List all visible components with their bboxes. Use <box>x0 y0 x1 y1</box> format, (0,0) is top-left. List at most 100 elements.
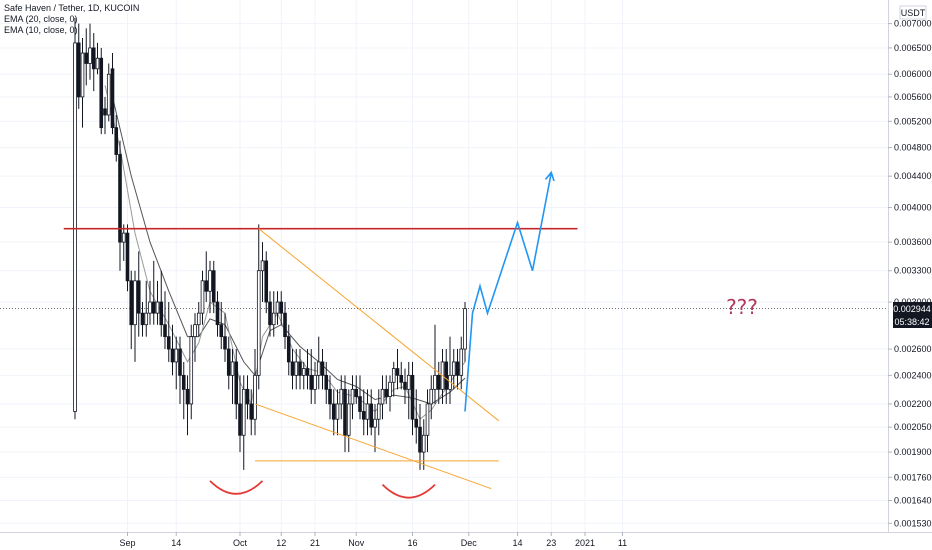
candle-up <box>388 381 392 397</box>
wedge-lower-line[interactable] <box>254 403 492 490</box>
x-tick-label: Sep <box>119 538 135 548</box>
candle-up <box>275 301 280 314</box>
candle-up <box>425 403 430 436</box>
y-tick-label: 0.003300 <box>894 266 932 276</box>
candle-up <box>148 301 152 314</box>
candle-down <box>140 312 145 326</box>
candle-down <box>178 348 182 376</box>
left-bottom-arc[interactable] <box>209 480 264 495</box>
candle-up <box>421 434 426 453</box>
candle-up <box>196 312 201 326</box>
x-tick-label: Nov <box>348 538 365 548</box>
candle-down <box>444 361 449 390</box>
ema-lines <box>104 85 466 420</box>
x-tick-label: Dec <box>461 538 478 548</box>
candle-up <box>73 42 77 412</box>
candle-down <box>163 324 167 338</box>
candle-down <box>268 301 272 326</box>
candle-down <box>151 301 156 314</box>
candle-down <box>159 301 164 326</box>
candle-up <box>189 336 194 405</box>
legend-ema10[interactable]: EMA (10, close, 0) <box>4 25 78 35</box>
candle-down <box>328 388 332 405</box>
x-tick-label: 16 <box>407 538 417 548</box>
chart-legend: Safe Haven / Tether, 1D, KUCOIN EMA (20,… <box>4 3 139 36</box>
candle-down <box>361 411 366 420</box>
price-axis[interactable]: 0.007000 0.006500 0.006000 0.005600 0.005200… <box>888 0 932 532</box>
right-bottom-arc[interactable] <box>381 484 436 499</box>
candle-down <box>181 374 186 390</box>
candle-down <box>118 154 122 243</box>
candle-down <box>358 396 362 412</box>
candle-up <box>391 368 396 383</box>
y-tick-label: 0.006500 <box>894 43 932 53</box>
candle-up <box>459 348 464 376</box>
y-tick-label: 0.002050 <box>894 422 932 432</box>
candle-up <box>121 232 126 243</box>
candle-up <box>365 403 370 420</box>
candle-up <box>271 312 276 326</box>
candle-up <box>95 57 100 70</box>
candle-up <box>316 361 321 376</box>
y-tick-label: 0.001760 <box>894 472 932 482</box>
candle-up <box>200 280 205 314</box>
currency-box <box>899 5 927 20</box>
countdown-text: 05:38:42 <box>894 317 929 327</box>
candle-down <box>455 361 460 376</box>
candle-up <box>463 308 467 350</box>
candle-up <box>133 280 137 326</box>
candle-up <box>373 418 377 428</box>
candle-up <box>230 361 235 376</box>
candle-up <box>208 270 212 292</box>
candle-up <box>339 388 344 405</box>
x-tick-label: 14 <box>512 538 522 548</box>
y-tick-label: 0.006000 <box>894 69 932 79</box>
candle-down <box>309 374 314 390</box>
candle-down <box>170 348 175 363</box>
candle-up <box>241 388 246 436</box>
candle-down <box>76 42 81 98</box>
candle-up <box>376 403 381 420</box>
last-price-badge <box>893 302 932 315</box>
candle-down <box>343 388 347 436</box>
candle-up <box>256 270 261 376</box>
candle-down <box>436 374 441 390</box>
candle-down <box>418 426 422 453</box>
candle-up <box>174 348 179 363</box>
y-tick-label: 0.004000 <box>894 202 932 212</box>
x-tick-label: 11 <box>618 538 627 548</box>
y-tick-label: 0.003600 <box>894 237 932 247</box>
last-price-text: 0.002944 <box>893 304 931 314</box>
legend-symbol[interactable]: Safe Haven / Tether, 1D, KUCOIN <box>4 3 140 13</box>
legend-ema20[interactable]: EMA (20, close, 0) <box>4 14 78 24</box>
time-axis[interactable]: Sep 14 Oct 12 21 Nov 16 Dec 14 23 2021 11 <box>0 532 932 548</box>
candle-down <box>264 260 269 303</box>
candle-down <box>166 336 171 350</box>
y-tick-label: 0.002600 <box>894 344 932 354</box>
candle-down <box>84 52 89 64</box>
candle-down <box>249 403 254 420</box>
candle-down <box>320 361 325 376</box>
candle-down <box>283 312 287 338</box>
projection-path[interactable] <box>464 172 553 412</box>
y-tick-label: 0.002400 <box>894 370 932 380</box>
candle-up <box>451 361 456 376</box>
y-tick-label: 0.001640 <box>894 495 932 505</box>
candle-up <box>88 47 92 64</box>
candle-up <box>346 403 351 436</box>
ema20-line <box>112 96 466 405</box>
candle-up <box>313 374 317 390</box>
candle-up <box>253 374 257 420</box>
grid-lines <box>0 0 888 532</box>
y-tick-label: 0.005200 <box>894 116 932 126</box>
candle-down <box>290 361 295 376</box>
candle-down <box>331 403 336 420</box>
candle-down <box>286 336 291 363</box>
candle-down <box>234 361 239 405</box>
wedge-upper-line[interactable] <box>258 228 500 422</box>
candle-down <box>129 280 134 326</box>
y-tick-label: 0.005600 <box>894 92 932 102</box>
y-tick-label: 0.001900 <box>894 447 932 457</box>
candle-down <box>185 388 190 405</box>
